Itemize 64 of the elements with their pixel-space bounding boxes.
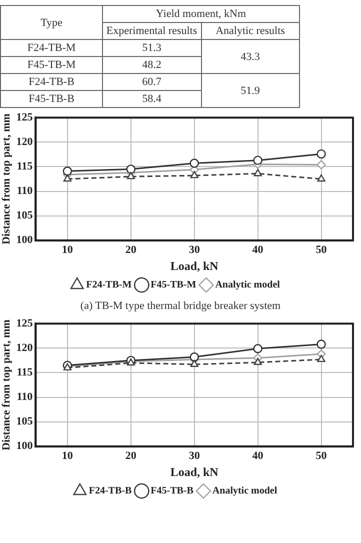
point bbox=[316, 160, 326, 170]
x-tick-label: 10 bbox=[62, 244, 74, 256]
y-axis-title: Distance from top part, mm bbox=[0, 114, 12, 244]
y-tick-label: 110 bbox=[16, 391, 34, 404]
point bbox=[316, 149, 326, 159]
legend-label: F45-TB-M bbox=[150, 280, 197, 291]
category-label: F24-TB-M bbox=[0, 40, 102, 56]
x-tick-label: 40 bbox=[252, 244, 264, 256]
legend-label: Analytic model bbox=[215, 280, 280, 291]
y-tick-label: 120 bbox=[16, 136, 34, 148]
point bbox=[126, 164, 136, 174]
legend-label: F24-TB-B bbox=[88, 486, 132, 497]
y-tick-label: 125 bbox=[16, 317, 34, 330]
y-tick-label: 120 bbox=[16, 342, 34, 354]
y-tick-label: 110 bbox=[16, 185, 34, 198]
point bbox=[254, 358, 262, 366]
x-tick-label: 40 bbox=[252, 450, 264, 462]
text: Experimental results bbox=[102, 22, 201, 40]
data-label: 51.3 bbox=[102, 40, 201, 56]
x-tick-label: 30 bbox=[188, 450, 200, 462]
point bbox=[190, 158, 199, 168]
y-tick-label: 105 bbox=[16, 416, 34, 428]
y-tick-label: 105 bbox=[16, 210, 34, 222]
y-tick-label: 100 bbox=[16, 234, 34, 246]
y-tick-label: 115 bbox=[16, 366, 34, 379]
point bbox=[254, 168, 262, 176]
point bbox=[316, 340, 326, 349]
data-label: 51.9 bbox=[201, 74, 300, 108]
legend-label: Analytic model bbox=[212, 486, 278, 497]
text: Yield moment, kNm bbox=[102, 6, 300, 22]
x-tick-label: 20 bbox=[125, 450, 137, 462]
x-tick-label: 10 bbox=[62, 450, 74, 462]
point bbox=[190, 170, 198, 178]
data-label: 60.7 bbox=[102, 74, 201, 90]
y-tick-label: 115 bbox=[16, 160, 34, 173]
x-tick-label: 50 bbox=[316, 450, 328, 462]
text: (a) TB-M type thermal bridge breaker system bbox=[79, 300, 282, 314]
point bbox=[253, 344, 262, 354]
point bbox=[253, 156, 262, 165]
y-axis-title: Distance from top part, mm bbox=[0, 320, 12, 450]
data-label: 58.4 bbox=[102, 90, 201, 108]
y-tick-label: 125 bbox=[16, 111, 34, 124]
x-tick-label: 20 bbox=[125, 244, 137, 256]
y-tick-label: 100 bbox=[16, 440, 34, 452]
x-axis-title: Load, kN bbox=[170, 464, 219, 479]
data-label: 43.3 bbox=[201, 40, 300, 74]
point bbox=[317, 354, 326, 362]
point bbox=[62, 166, 72, 176]
category-label: F45-TB-B bbox=[0, 90, 102, 108]
legend-label: F45-TB-B bbox=[150, 486, 194, 497]
point bbox=[317, 174, 326, 182]
x-tick-label: 30 bbox=[188, 244, 200, 256]
category-label: F24-TB-B bbox=[0, 74, 102, 90]
point bbox=[126, 172, 135, 180]
legend-label: F24-TB-M bbox=[86, 280, 132, 291]
data-label: 48.2 bbox=[102, 56, 201, 74]
point bbox=[63, 174, 72, 182]
text: Type bbox=[0, 6, 102, 40]
point bbox=[190, 360, 198, 367]
x-axis-title: Load, kN bbox=[170, 258, 219, 273]
text: Analytic results bbox=[201, 22, 300, 40]
category-label: F45-TB-M bbox=[0, 56, 102, 74]
point bbox=[190, 352, 199, 362]
x-tick-label: 50 bbox=[316, 244, 328, 256]
